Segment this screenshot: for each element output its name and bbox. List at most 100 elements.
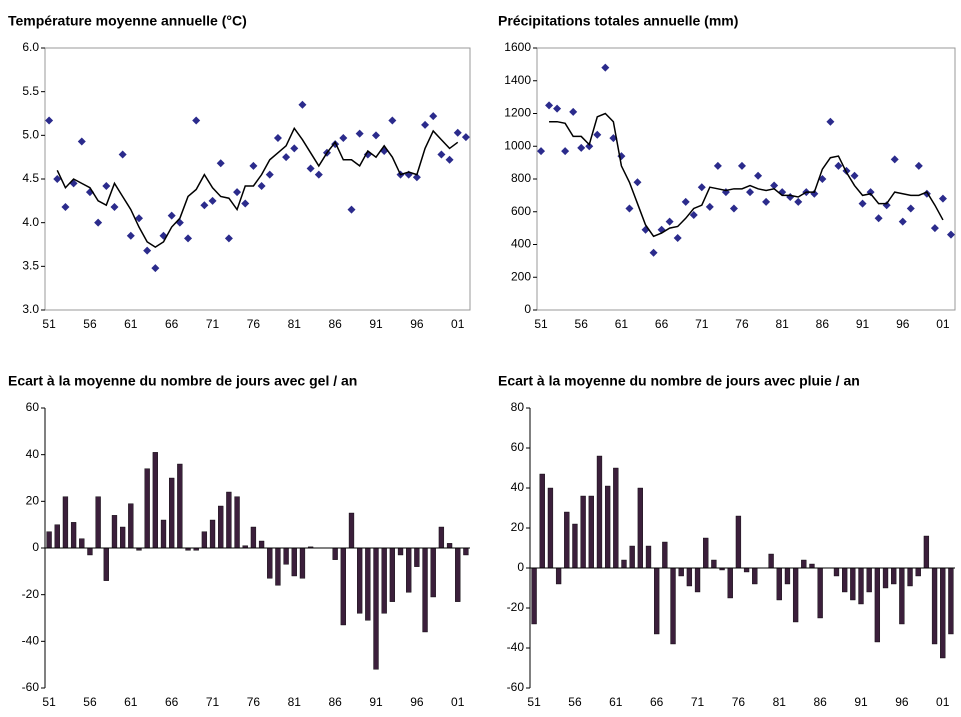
bar [743,567,750,573]
data-point [545,101,554,110]
bar [662,541,668,569]
y-tick-label: 400 [511,237,531,251]
y-tick-label: 5.5 [22,84,39,98]
bar [438,526,445,549]
bar [201,531,208,549]
data-point [569,107,578,116]
bar [128,503,134,549]
bar [580,495,586,569]
bar [119,526,126,549]
x-tick-label: 01 [451,317,465,331]
x-tick-label: 61 [609,695,623,709]
data-point [200,201,209,210]
bar [776,567,782,601]
bar [596,455,603,569]
data-point [601,63,610,72]
data-point [553,104,562,113]
data-point [192,116,201,125]
data-point [143,246,152,255]
bar [381,547,387,614]
y-tick-label: 60 [26,400,40,414]
y-tick-label: 80 [511,400,525,414]
bar [670,567,676,645]
data-point [134,214,143,223]
data-point [713,161,722,170]
data-point [314,170,323,179]
bar [654,567,660,635]
y-tick-label: 6.0 [22,40,39,54]
bar [250,526,257,549]
data-point [898,217,907,226]
data-point [770,181,779,190]
data-point [437,150,446,159]
data-point [826,117,835,126]
y-tick-label: 20 [26,494,40,508]
x-tick-label: 76 [732,695,746,709]
bar [406,547,412,593]
data-point [762,197,771,206]
bar [931,567,938,645]
x-tick-label: 51 [534,317,548,331]
x-tick-label: 81 [775,317,789,331]
y-tick-label: 1400 [504,73,531,87]
bar [169,477,175,549]
data-point [290,144,299,153]
x-tick-label: 76 [735,317,749,331]
data-point [282,153,291,162]
bar [923,535,930,569]
x-tick-label: 56 [83,695,97,709]
data-point [537,147,546,156]
bar [422,547,428,633]
bar [357,547,363,614]
data-point [946,230,955,239]
data-point [110,202,119,211]
trend-line [56,126,459,249]
data-point [461,133,470,142]
data-point [850,171,859,180]
bar [613,467,619,569]
data-point [794,197,803,206]
y-tick-label: 40 [511,480,525,494]
data-point [355,129,364,138]
y-tick-label: 40 [26,447,40,461]
x-tick-label: 01 [936,317,950,331]
bar [907,567,913,587]
x-tick-label: 71 [206,317,220,331]
bar [218,505,224,549]
bar [621,559,627,569]
data-point [665,217,674,226]
y-tick-label: -40 [507,640,525,654]
x-tick-label: 76 [247,695,261,709]
bar [531,567,537,625]
x-tick-label: 61 [124,317,138,331]
bar [430,547,436,598]
data-point [224,234,233,243]
bar [588,495,594,569]
bar [414,547,420,567]
data-point [746,188,755,197]
bar [455,547,461,602]
bar [866,567,872,593]
bar [752,567,758,585]
x-tick-label: 86 [816,317,830,331]
data-point [681,197,690,206]
data-point [339,133,348,142]
data-point [874,214,883,223]
data-point [938,194,947,203]
data-point [445,155,454,164]
x-tick-label: 71 [695,317,709,331]
data-point [737,161,746,170]
y-tick-label: 20 [511,520,525,534]
x-tick-label: 96 [410,317,424,331]
x-tick-label: 86 [328,317,342,331]
bar [463,547,469,556]
bar [291,547,297,577]
bar [54,524,60,549]
bar [564,511,570,569]
x-tick-label: 91 [369,317,383,331]
data-point [167,211,176,220]
data-point [729,204,738,213]
x-tick-label: 51 [527,695,541,709]
bar [940,567,946,659]
bar [882,567,889,589]
